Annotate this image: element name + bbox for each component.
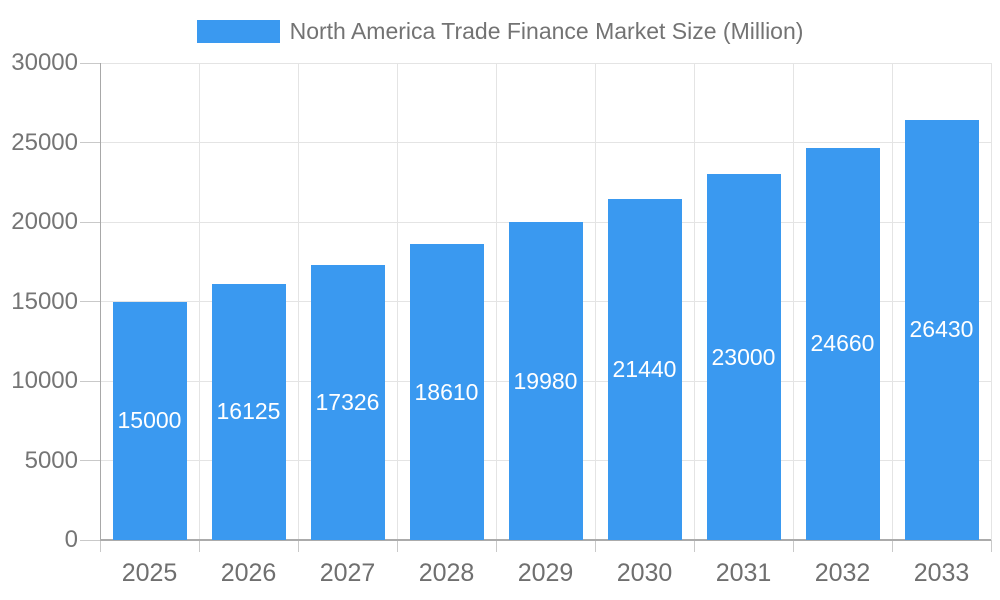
x-axis-tick xyxy=(990,540,992,552)
x-axis-tick xyxy=(297,540,299,552)
y-gridline xyxy=(100,221,991,223)
bar-value-label: 26430 xyxy=(909,316,974,343)
bar-value-label: 21440 xyxy=(612,356,677,383)
x-gridline xyxy=(396,63,398,540)
x-axis-tick xyxy=(198,540,200,552)
bar-value-label: 15000 xyxy=(117,407,182,434)
bar[interactable]: 23000 xyxy=(706,174,781,540)
x-gridline xyxy=(792,63,794,540)
x-gridline xyxy=(891,63,893,540)
x-axis-tick xyxy=(693,540,695,552)
x-gridline xyxy=(495,63,497,540)
x-axis-label: 2032 xyxy=(814,559,871,587)
y-axis-tick xyxy=(80,142,100,143)
y-axis-tick xyxy=(80,62,100,64)
y-axis-label: 25000 xyxy=(11,128,78,156)
x-axis-label: 2029 xyxy=(517,559,574,587)
y-axis-label: 10000 xyxy=(11,367,78,394)
legend-swatch[interactable] xyxy=(196,19,280,43)
x-axis-label: 2028 xyxy=(418,559,475,587)
y-axis-line xyxy=(99,63,101,540)
bar[interactable]: 21440 xyxy=(607,199,682,540)
y-axis-tick xyxy=(80,301,100,302)
x-gridline xyxy=(198,63,200,540)
x-axis-label: 2026 xyxy=(220,559,277,587)
y-axis-tick xyxy=(80,460,100,461)
y-axis-label: 5000 xyxy=(24,446,78,474)
y-axis-label: 30000 xyxy=(11,49,78,76)
y-axis-label: 0 xyxy=(64,526,78,553)
x-gridline xyxy=(594,63,596,540)
bar[interactable]: 15000 xyxy=(112,301,187,540)
x-axis-tick xyxy=(891,540,893,552)
bar[interactable]: 18610 xyxy=(409,244,484,540)
y-axis-tick xyxy=(80,380,100,382)
x-axis-tick xyxy=(594,540,596,552)
x-gridline xyxy=(990,63,992,540)
bar-value-label: 24660 xyxy=(810,330,875,357)
y-gridline xyxy=(100,142,991,143)
bar[interactable]: 16125 xyxy=(211,283,286,540)
x-axis-label: 2030 xyxy=(616,559,673,587)
bar[interactable]: 26430 xyxy=(904,119,979,540)
bar-value-label: 23000 xyxy=(711,343,776,370)
x-axis-line xyxy=(100,539,991,541)
legend-label[interactable]: North America Trade Finance Market Size … xyxy=(289,18,804,44)
y-axis-label: 20000 xyxy=(11,208,78,235)
bar-value-label: 19980 xyxy=(513,367,578,394)
bar[interactable]: 19980 xyxy=(508,222,583,540)
y-axis-tick xyxy=(80,221,100,223)
x-gridline xyxy=(297,63,299,540)
x-axis-label: 2025 xyxy=(121,559,178,587)
legend: North America Trade Finance Market Size … xyxy=(0,18,1000,44)
y-axis-label: 15000 xyxy=(11,287,78,315)
bar[interactable]: 17326 xyxy=(310,264,385,540)
x-axis-label: 2027 xyxy=(319,559,376,587)
x-gridline xyxy=(693,63,695,540)
x-axis-label: 2031 xyxy=(715,559,772,587)
x-axis-tick xyxy=(792,540,794,552)
bar-value-label: 16125 xyxy=(216,398,281,425)
x-axis-tick xyxy=(495,540,497,552)
x-axis-tick xyxy=(396,540,398,552)
x-axis-label: 2033 xyxy=(913,559,970,587)
y-axis-tick xyxy=(80,539,100,541)
bar-value-label: 18610 xyxy=(414,378,479,405)
bar[interactable]: 24660 xyxy=(805,147,880,540)
x-axis-tick xyxy=(99,540,101,552)
y-gridline xyxy=(100,62,991,64)
bar-value-label: 17326 xyxy=(315,388,380,415)
